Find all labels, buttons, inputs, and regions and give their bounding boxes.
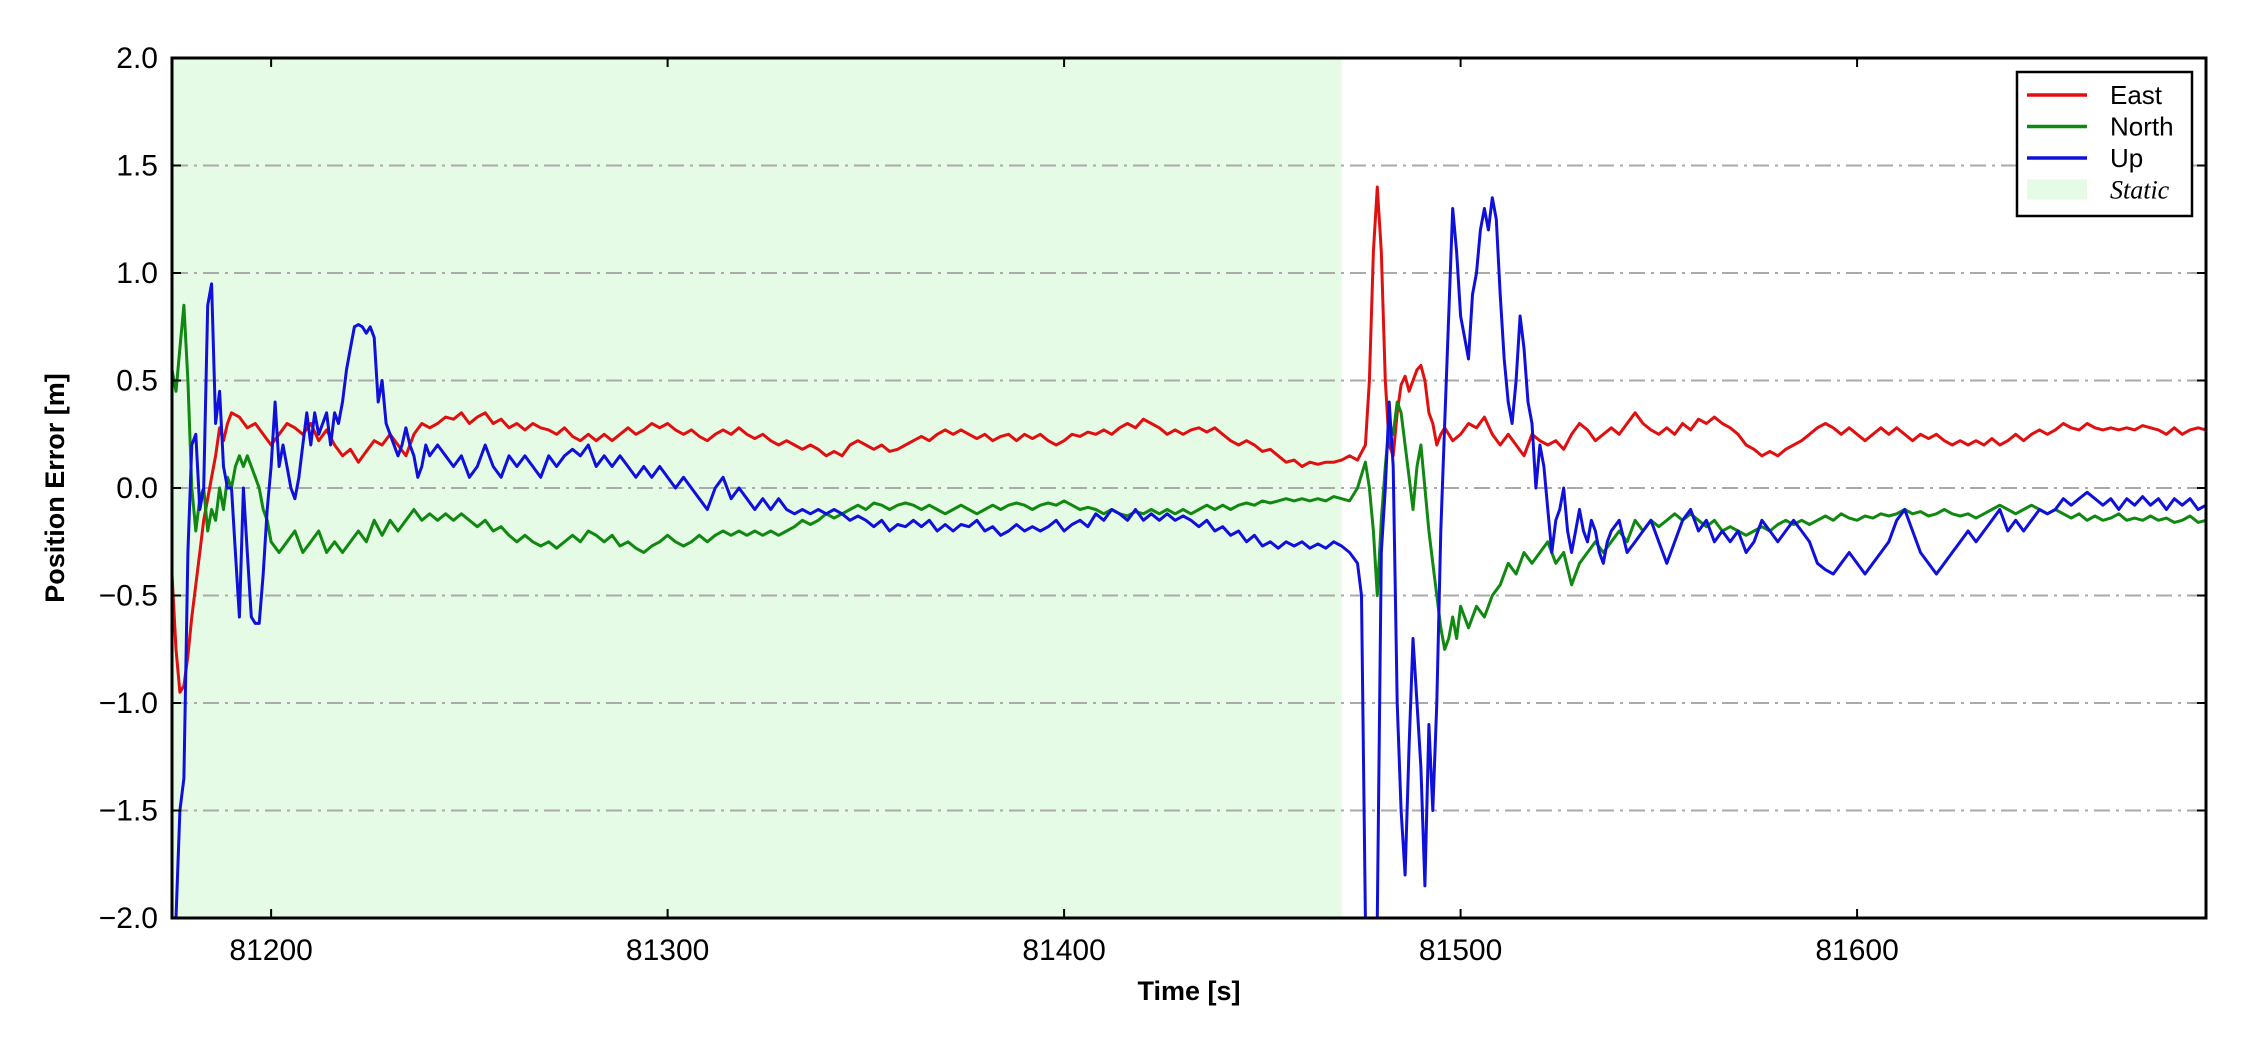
legend-label-north: North — [2110, 112, 2174, 142]
y-tick-label: −1.0 — [99, 687, 158, 720]
grid-layer — [172, 164, 2206, 812]
x-tick-label: 81600 — [1815, 934, 1898, 967]
y-tick-label: 0.5 — [116, 365, 158, 398]
y-tick-label: 2.0 — [116, 42, 158, 75]
y-tick-label: 0.0 — [116, 472, 158, 505]
x-tick-label: 81500 — [1419, 934, 1502, 967]
series-line-up — [172, 196, 2206, 918]
legend-swatch-static — [2027, 179, 2087, 200]
legend-label-east: East — [2110, 80, 2163, 110]
y-axis-ticks: −2.0 −1.5 −1.0 −0.5 0.0 0.5 1.0 1.5 2.0 — [99, 42, 2206, 935]
x-tick-label: 81400 — [1022, 934, 1105, 967]
y-tick-label: 1.5 — [116, 150, 158, 183]
series-line-east — [172, 185, 2206, 694]
legend-label-up: Up — [2110, 143, 2143, 173]
y-tick-label: −1.5 — [99, 795, 158, 828]
x-tick-label: 81300 — [626, 934, 709, 967]
series-layer — [172, 185, 2206, 918]
series-line-north — [172, 303, 2206, 651]
x-axis-label: Time [s] — [1137, 976, 1240, 1006]
y-tick-label: −2.0 — [99, 902, 158, 935]
x-axis-ticks: 81200 81300 81400 81500 81600 — [229, 58, 1899, 967]
x-tick-label: 81200 — [229, 934, 312, 967]
y-axis-label: Position Error [m] — [40, 373, 70, 603]
y-tick-label: −0.5 — [99, 580, 158, 613]
legend-label-static: Static — [2110, 176, 2170, 205]
y-tick-label: 1.0 — [116, 257, 158, 290]
